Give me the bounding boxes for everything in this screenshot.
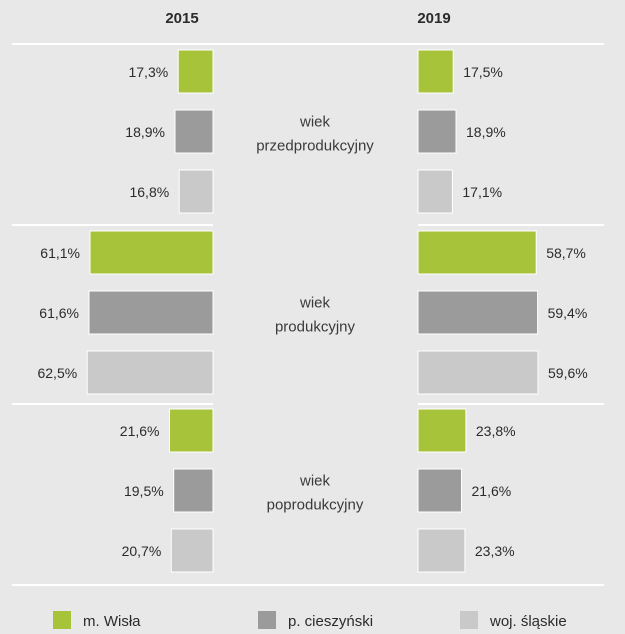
bar-2015 [88,290,214,335]
data-label-2019: 18,9% [466,124,506,140]
data-label-2019: 23,8% [476,423,516,439]
bar-2015 [89,230,214,275]
bar-2019 [417,528,466,573]
legend-swatch [460,611,478,629]
bar-2019 [417,350,539,395]
bar-2019 [417,230,537,275]
group-label: wiek [299,114,331,131]
bar-2015 [170,528,214,573]
data-label-2019: 59,4% [548,305,588,321]
bar-2019 [417,169,453,214]
legend-swatch [258,611,276,629]
bar-2015 [86,350,214,395]
data-label-2019: 23,3% [475,543,515,559]
bar-2019 [417,49,454,94]
bar-2019 [417,468,462,513]
data-label-2015: 18,9% [125,124,165,140]
bar-2015 [174,109,214,154]
data-label-2015: 21,6% [120,423,160,439]
group-label: wiek [299,473,331,490]
data-label-2015: 17,3% [128,64,168,80]
group-label: poprodukcyjny [267,497,364,514]
legend-entry: p. cieszyński [288,613,373,630]
legend-swatch [53,611,71,629]
bar-2015 [177,49,214,94]
data-label-2015: 62,5% [37,365,77,381]
bar-2019 [417,408,467,453]
data-label-2019: 17,1% [462,184,502,200]
group-label: przedprodukcyjny [256,138,374,155]
data-label-2015: 20,7% [122,543,162,559]
bar-2015 [169,408,214,453]
data-label-2015: 19,5% [124,483,164,499]
data-label-2019: 59,6% [548,365,588,381]
bar-2019 [417,109,457,154]
bar-2015 [178,169,214,214]
data-label-2019: 17,5% [463,64,503,80]
data-label-2019: 58,7% [546,245,586,261]
group-label: produkcyjny [275,319,356,336]
data-label-2015: 61,6% [39,305,79,321]
legend-entry: woj. śląskie [489,613,567,630]
data-label-2015: 61,1% [40,245,80,261]
data-label-2015: 16,8% [129,184,169,200]
year-header-2015: 2015 [165,10,198,27]
bar-2019 [417,290,539,335]
legend-entry: m. Wisła [83,613,141,630]
group-label: wiek [299,295,331,312]
data-label-2019: 21,6% [472,483,512,499]
year-header-2019: 2019 [417,10,450,27]
bar-2015 [173,468,214,513]
